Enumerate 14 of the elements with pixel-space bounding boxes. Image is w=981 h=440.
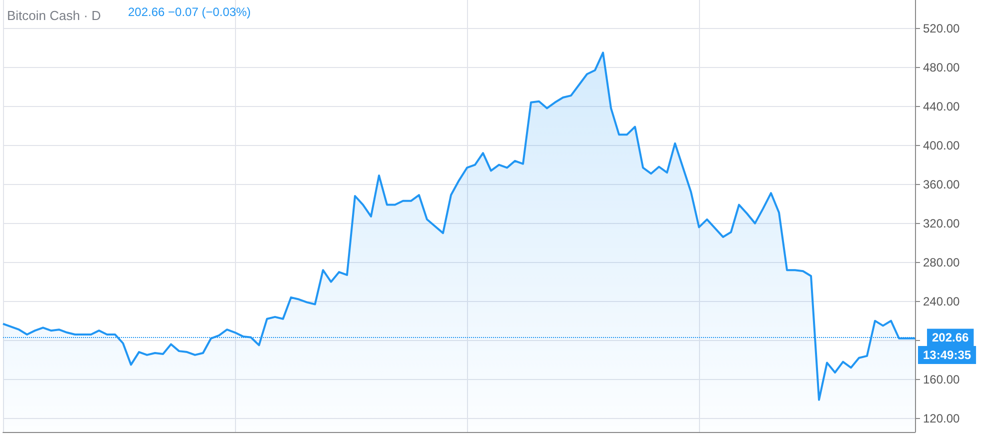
y-tick-label: 240.00 bbox=[923, 294, 960, 308]
y-tick-label: 280.00 bbox=[923, 255, 960, 270]
y-tick-label: 480.00 bbox=[923, 60, 960, 74]
y-tick-label: 520.00 bbox=[923, 21, 960, 36]
ref-line-label: 202.66 bbox=[932, 330, 970, 345]
text: Bitcoin Cash · D bbox=[7, 8, 101, 23]
y-tick-label: 160.00 bbox=[923, 372, 960, 386]
text: 13:49:35 bbox=[923, 348, 972, 362]
y-tick-label: 320.00 bbox=[923, 216, 960, 230]
y-tick-label: 120.00 bbox=[923, 411, 960, 426]
y-tick-label: 440.00 bbox=[923, 99, 960, 114]
y-tick-label: 400.00 bbox=[923, 138, 960, 152]
y-tick-label: 360.00 bbox=[923, 177, 960, 192]
annotation: 202.66 −0.07 (−0.03%) bbox=[128, 5, 251, 19]
